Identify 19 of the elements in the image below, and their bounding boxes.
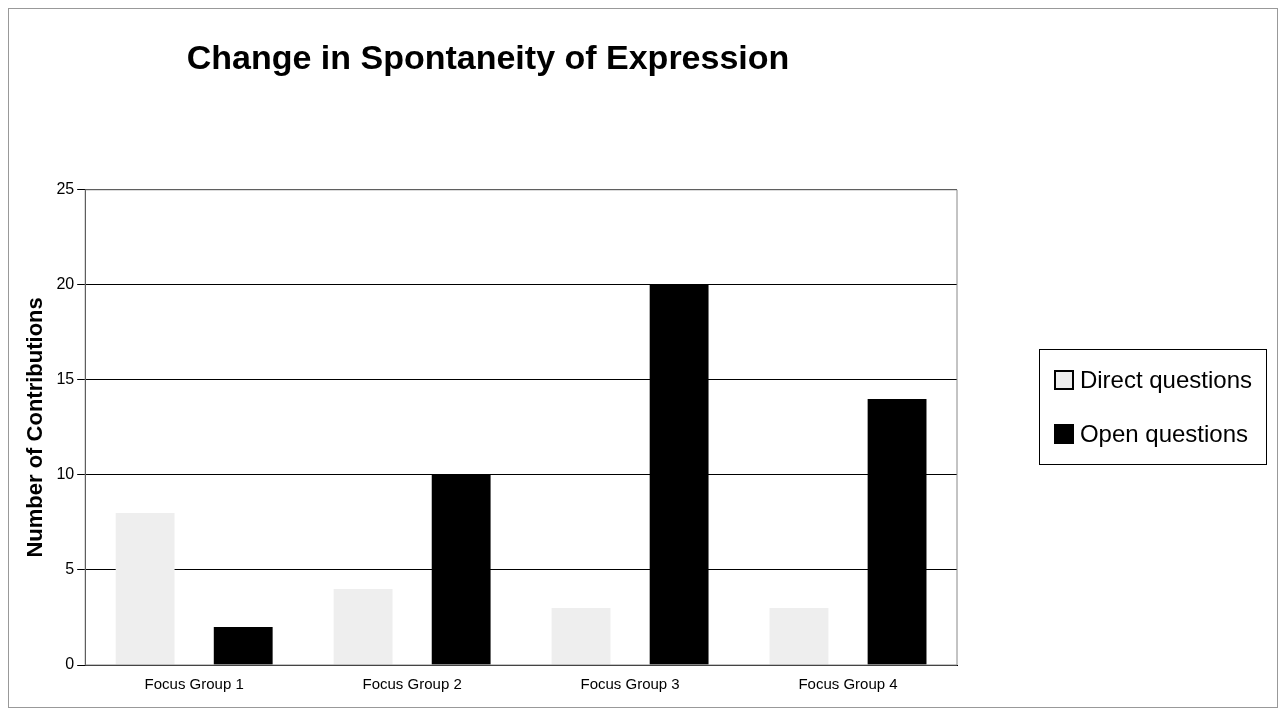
x-tick-label: Focus Group 2	[362, 675, 462, 693]
y-tick-label: 10	[56, 465, 75, 483]
y-tick-label: 5	[65, 560, 75, 578]
legend-label: Open questions	[1079, 420, 1249, 448]
y-tick-label: 20	[56, 275, 75, 293]
x-tick-label: Focus Group 3	[580, 675, 680, 693]
x-tick-label: Focus Group 1	[144, 675, 244, 693]
x-tick-label: Focus Group 4	[798, 675, 898, 693]
bar	[333, 588, 393, 665]
legend-label: Direct questions	[1079, 366, 1252, 394]
y-tick-label: 25	[56, 180, 75, 198]
chart-title: Change in Spontaneity of Expression	[186, 37, 790, 76]
y-tick-label: 0	[65, 655, 75, 673]
bar	[769, 607, 829, 665]
bar	[551, 607, 611, 665]
y-axis-title: Number of Contributions	[22, 297, 48, 558]
bar	[115, 512, 175, 665]
bar	[213, 626, 273, 665]
y-tick-label: 15	[56, 370, 75, 388]
